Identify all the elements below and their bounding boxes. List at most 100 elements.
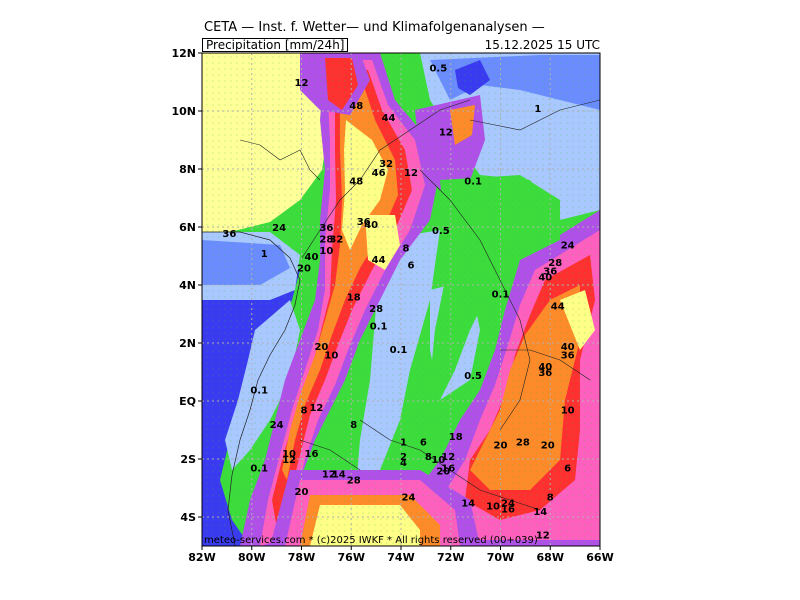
precip-value-label: 20 <box>541 441 555 452</box>
map-title: CETA — Inst. f. Wetter— und Klimafolgena… <box>204 20 545 35</box>
parameter-label: Precipitation [mm/24h] <box>202 38 349 52</box>
precip-value-label: 14 <box>332 470 346 481</box>
lon-tick-label: 68W <box>537 551 564 564</box>
precip-value-label: 18 <box>449 432 463 443</box>
precip-value-label: 36 <box>319 223 333 234</box>
precip-value-label: 40 <box>364 220 378 231</box>
precip-value-label: 4 <box>400 458 407 469</box>
precip-value-label: 20 <box>297 264 311 275</box>
map-fields <box>202 53 600 546</box>
lat-tick-label: 10N <box>171 105 196 118</box>
precip-value-label: 0.1 <box>370 322 388 333</box>
precip-value-label: 20 <box>494 441 508 452</box>
precip-value-label: 10 <box>431 455 445 466</box>
lat-tick-label: EQ <box>179 395 196 408</box>
precip-value-label: 8 <box>402 243 409 254</box>
precip-value-label: 28 <box>548 258 562 269</box>
precip-value-label: 12 <box>536 530 550 541</box>
precip-value-label: 6 <box>420 438 427 449</box>
precip-value-label: 0.5 <box>464 371 482 382</box>
precip-value-label: 0.1 <box>250 464 268 475</box>
valid-time-label: 15.12.2025 15 UTC <box>484 38 600 52</box>
precip-value-label: 6 <box>407 261 414 272</box>
precip-value-label: 36 <box>543 267 557 278</box>
precip-value-label: 16 <box>501 504 515 515</box>
precip-value-label: 8 <box>301 406 308 417</box>
precip-value-label: 12 <box>309 403 323 414</box>
country-border-1 <box>299 99 541 511</box>
precip-value-label: 10 <box>282 449 296 460</box>
precip-value-label: 10 <box>319 246 333 257</box>
precip-value-label: 40 <box>304 252 318 263</box>
lon-tick-label: 70W <box>487 551 514 564</box>
precip-value-label: 24 <box>402 493 416 504</box>
precip-value-label: 36 <box>357 217 371 228</box>
map-subtitle-row: Precipitation [mm/24h] 15.12.2025 15 UTC <box>202 38 600 52</box>
precip-value-label: 48 <box>349 101 363 112</box>
lat-lon-grid <box>202 53 600 546</box>
precip-value-label: 0.1 <box>250 385 268 396</box>
precip-value-label: 0.1 <box>492 290 510 301</box>
precip-value-label: 36 <box>222 229 236 240</box>
precip-value-label: 32 <box>379 159 393 170</box>
precip-value-label: 16 <box>441 464 455 475</box>
lon-tick-label: 82W <box>188 551 215 564</box>
precip-value-label: 20 <box>436 467 450 478</box>
precip-value-label: 44 <box>382 113 396 124</box>
precip-value-label: 12 <box>282 455 296 466</box>
precip-value-label: 28 <box>369 304 383 315</box>
precip-value-label: 1 <box>534 104 541 115</box>
precip-value-label: 18 <box>347 293 361 304</box>
lon-tick-label: 66W <box>586 551 613 564</box>
precip-value-label: 10 <box>324 351 338 362</box>
precip-value-label: 48 <box>349 177 363 188</box>
precip-value-label: 14 <box>461 499 475 510</box>
lon-tick-label: 76W <box>338 551 365 564</box>
precip-value-label: 12 <box>322 470 336 481</box>
precip-value-label: 24 <box>501 499 515 510</box>
precip-value-label: 20 <box>295 487 309 498</box>
precip-value-label: 20 <box>314 342 328 353</box>
lat-tick-label: 12N <box>171 47 196 60</box>
precip-value-label: 12 <box>439 127 453 138</box>
precip-value-label: 24 <box>272 223 286 234</box>
precip-value-label: 36 <box>561 351 575 362</box>
lat-tick-label: 6N <box>179 221 196 234</box>
lon-tick-label: 78W <box>288 551 315 564</box>
precip-value-label: 28 <box>347 475 361 486</box>
precip-value-label: 0.1 <box>464 177 482 188</box>
lon-tick-label: 80W <box>238 551 265 564</box>
lon-tick-label: 72W <box>437 551 464 564</box>
precip-value-label: 8 <box>425 452 432 463</box>
precip-value-label: 46 <box>372 168 386 179</box>
precip-value-label: 40 <box>538 272 552 283</box>
precip-value-label: 6 <box>564 464 571 475</box>
precip-value-label: 14 <box>533 507 547 518</box>
precip-value-label: 10 <box>561 406 575 417</box>
precip-value-label: 2 <box>400 452 407 463</box>
precip-value-label: 24 <box>270 420 284 431</box>
precip-value-label: 12 <box>295 78 309 89</box>
lat-tick-label: 2N <box>179 337 196 350</box>
precip-value-label: 0.5 <box>432 226 450 237</box>
lat-tick-label: 8N <box>179 163 196 176</box>
lat-tick-label: 2S <box>180 453 196 466</box>
lat-tick-label: 4S <box>180 511 196 524</box>
precip-value-label: 12 <box>404 168 418 179</box>
precip-value-label: 0.5 <box>429 64 447 75</box>
precip-value-label: 28 <box>319 235 333 246</box>
precip-value-label: 44 <box>551 301 565 312</box>
precip-value-label: 16 <box>304 449 318 460</box>
precip-value-label: 40 <box>538 362 552 373</box>
precip-value-label: 8 <box>547 493 554 504</box>
country-border-2 <box>239 99 600 381</box>
precip-value-label: 0.1 <box>390 345 408 356</box>
lon-tick-label: 74W <box>387 551 414 564</box>
precip-value-label: 36 <box>538 368 552 379</box>
precip-value-label: 44 <box>372 255 386 266</box>
precip-value-label: 8 <box>350 420 357 431</box>
axis-ticks: 82W 80W 78W 76W 74W 72W 70W 68W 66W12N10N8N6N4N2… <box>171 47 613 564</box>
precip-value-label: 12 <box>441 452 455 463</box>
precip-value-label: 24 <box>561 240 575 251</box>
